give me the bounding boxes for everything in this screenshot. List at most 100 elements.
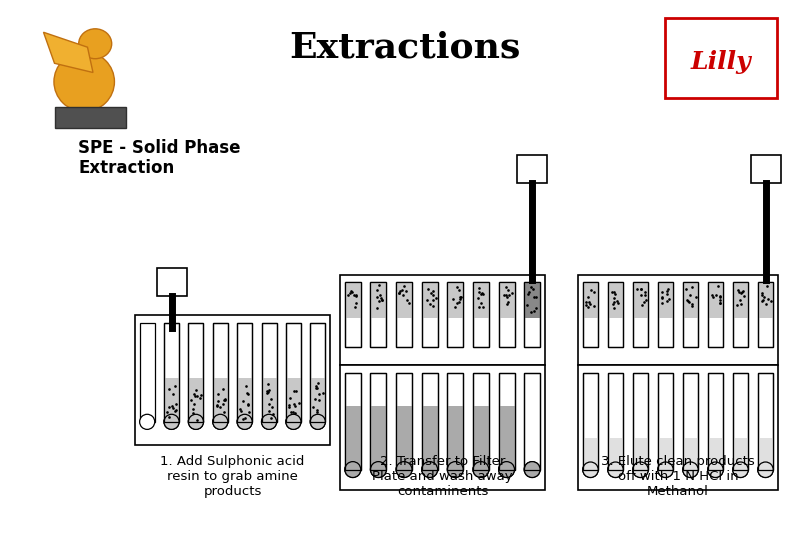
Bar: [683, 282, 698, 318]
Bar: [396, 282, 412, 318]
Ellipse shape: [499, 462, 514, 477]
Text: Extraction: Extraction: [78, 159, 174, 177]
Bar: [237, 323, 252, 422]
Ellipse shape: [608, 462, 623, 477]
Bar: [733, 282, 748, 318]
Bar: [396, 282, 412, 347]
Ellipse shape: [757, 462, 774, 477]
Bar: [582, 373, 599, 470]
Bar: [582, 282, 599, 318]
Ellipse shape: [582, 462, 599, 477]
Bar: [683, 437, 698, 470]
Bar: [340, 365, 545, 490]
Bar: [396, 406, 412, 470]
Ellipse shape: [237, 414, 252, 429]
Ellipse shape: [396, 462, 412, 477]
Bar: [708, 282, 723, 318]
Bar: [447, 282, 463, 318]
Bar: [524, 282, 540, 347]
Bar: [757, 282, 774, 347]
Bar: [473, 373, 489, 470]
Bar: [345, 406, 360, 470]
Ellipse shape: [633, 462, 648, 477]
Bar: [164, 323, 179, 422]
Bar: [189, 323, 203, 422]
Bar: [139, 323, 155, 422]
Bar: [189, 323, 203, 422]
Bar: [213, 378, 228, 422]
Ellipse shape: [396, 462, 412, 477]
Text: Lilly: Lilly: [691, 50, 752, 74]
Bar: [499, 373, 514, 470]
Bar: [396, 373, 412, 470]
Ellipse shape: [733, 462, 748, 477]
Ellipse shape: [683, 462, 698, 477]
Bar: [658, 373, 673, 470]
Bar: [683, 373, 698, 470]
Bar: [757, 373, 774, 470]
Ellipse shape: [262, 414, 277, 429]
Ellipse shape: [345, 462, 360, 477]
Ellipse shape: [524, 462, 540, 477]
Bar: [340, 275, 545, 365]
Bar: [633, 282, 648, 347]
Ellipse shape: [213, 414, 228, 429]
Bar: [683, 373, 698, 470]
Bar: [310, 378, 326, 422]
Bar: [733, 373, 748, 470]
Text: 3. Elute clean products
off with 1 N HCl in
Methanol: 3. Elute clean products off with 1 N HCl…: [601, 455, 755, 498]
Bar: [370, 282, 386, 347]
Bar: [473, 282, 489, 347]
Bar: [633, 282, 648, 347]
Bar: [499, 282, 514, 347]
Bar: [499, 282, 514, 347]
Bar: [345, 373, 360, 470]
Bar: [422, 282, 437, 347]
Bar: [286, 323, 301, 422]
Bar: [733, 437, 748, 470]
Bar: [524, 373, 540, 470]
Bar: [633, 373, 648, 470]
Bar: [582, 282, 599, 347]
Bar: [473, 406, 489, 470]
Ellipse shape: [658, 462, 673, 477]
Bar: [262, 323, 277, 422]
Bar: [708, 282, 723, 347]
Bar: [658, 282, 673, 347]
Bar: [658, 282, 673, 347]
Bar: [189, 378, 203, 422]
Bar: [164, 378, 179, 422]
Bar: [422, 373, 437, 470]
Bar: [608, 373, 623, 470]
Bar: [447, 282, 463, 347]
Bar: [578, 275, 778, 365]
Bar: [499, 373, 514, 470]
Bar: [499, 406, 514, 470]
Bar: [658, 373, 673, 470]
Bar: [237, 323, 252, 422]
Bar: [733, 282, 748, 347]
Bar: [518, 155, 548, 183]
Ellipse shape: [422, 462, 437, 477]
Bar: [708, 437, 723, 470]
Bar: [286, 323, 301, 422]
Ellipse shape: [345, 462, 360, 477]
Bar: [608, 373, 623, 470]
Ellipse shape: [213, 414, 228, 429]
Bar: [422, 373, 437, 470]
Bar: [370, 373, 386, 470]
Bar: [658, 282, 673, 318]
Bar: [447, 373, 463, 470]
Bar: [447, 373, 463, 470]
Ellipse shape: [708, 462, 723, 477]
Ellipse shape: [608, 462, 623, 477]
Bar: [578, 365, 778, 490]
Bar: [757, 437, 774, 470]
Bar: [213, 323, 228, 422]
Bar: [286, 378, 301, 422]
Bar: [633, 282, 648, 318]
Bar: [708, 373, 723, 470]
Bar: [665, 18, 777, 98]
Bar: [608, 282, 623, 318]
Bar: [310, 323, 326, 422]
